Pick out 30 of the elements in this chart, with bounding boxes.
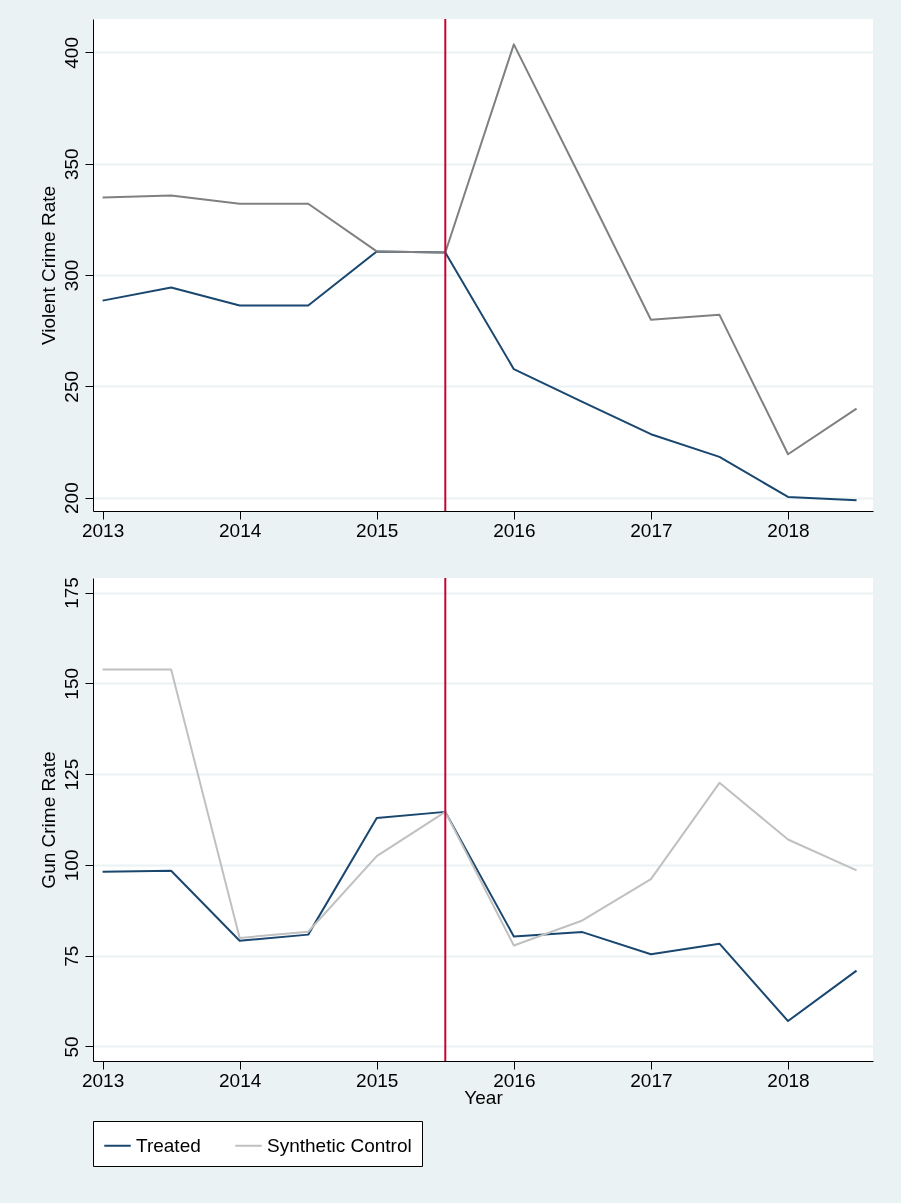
x-tick-label: 2018 [767,1069,810,1091]
y-tick-label: 175 [60,577,82,609]
y-tick-label: 250 [60,370,82,403]
x-tick-label: 2017 [630,519,673,541]
y-tick-label: 200 [60,482,82,514]
y-tick-label: 400 [60,37,82,69]
legend-label: Treated [136,1134,201,1156]
y-tick-label: 125 [60,758,82,791]
line-series [101,43,858,456]
y-tick-label: 75 [60,945,82,967]
x-tick-label: 2015 [356,519,399,541]
y-axis-title: Gun Crime Rate [37,751,59,889]
x-tick-label: 2013 [81,519,125,541]
x-tick-label: 2018 [767,519,810,541]
x-tick-label: 2014 [219,1069,262,1091]
x-tick-label: 2014 [219,519,262,541]
x-tick-label: 2015 [356,1069,399,1091]
line-series [101,668,858,947]
y-axis-title: Violent Crime Rate [37,185,59,346]
legend-label: Synthetic Control [267,1134,412,1156]
y-tick-label: 100 [60,849,82,882]
y-tick-label: 300 [60,259,82,292]
x-tick-label: 2017 [630,1069,673,1091]
x-tick-label: 2016 [493,519,536,541]
y-tick-label: 150 [60,667,82,700]
y-tick-label: 50 [60,1036,82,1058]
line-series [101,250,858,502]
x-tick-label: 2013 [81,1069,125,1091]
y-tick-label: 350 [60,148,82,181]
line-series [101,810,858,1023]
